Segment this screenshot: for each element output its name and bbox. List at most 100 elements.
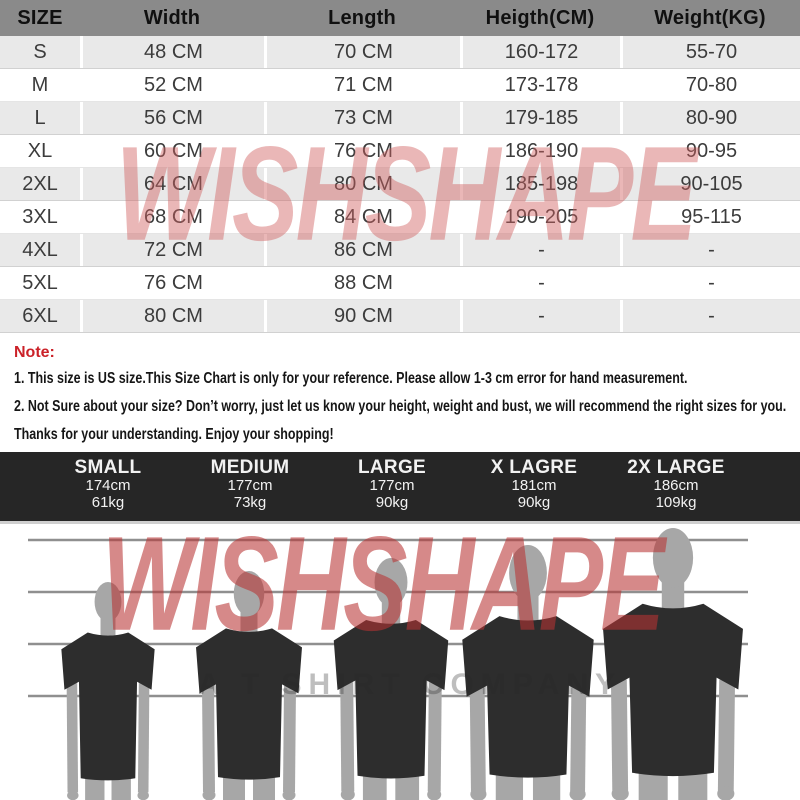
size-guide-height: 174cm — [85, 477, 131, 494]
table-cell: L — [34, 106, 46, 129]
table-cell: M — [31, 73, 49, 96]
size-guide-entry: SMALL 174cm 61kg — [37, 452, 179, 521]
t-shirt-shape — [462, 616, 594, 778]
note-line-1: 1. This size is US size.This Size Chart … — [14, 370, 688, 387]
note-label: Note: — [14, 344, 55, 361]
table-cell: 56 CM — [80, 102, 264, 134]
table-row: 5XL 76 CM 88 CM - - — [0, 267, 800, 300]
table-cell: S — [33, 40, 47, 63]
table-cell: 160-172 — [460, 36, 620, 68]
model-lineup — [28, 528, 748, 800]
table-cell: 80 CM — [264, 168, 460, 200]
table-cell: 73 CM — [264, 102, 460, 134]
table-cell: 2XL — [22, 172, 58, 195]
size-guide-name: X LAGRE — [490, 457, 578, 478]
table-cell: 185-198 — [460, 168, 620, 200]
table-cell: 76 CM — [264, 135, 460, 167]
table-cell: 186-190 — [460, 135, 620, 167]
table-cell: 3XL — [22, 205, 58, 228]
size-guide-entry: 2X LARGE 186cm 109kg — [605, 452, 747, 521]
table-row: 4XL 72 CM 86 CM - - — [0, 234, 800, 267]
table-cell: - — [460, 234, 620, 266]
model-silhouette — [603, 528, 743, 800]
table-cell: 48 CM — [80, 36, 264, 68]
size-guide-entry: MEDIUM 177cm 73kg — [179, 452, 321, 521]
table-cell: 80-90 — [620, 102, 800, 134]
size-guide-name: 2X LARGE — [627, 457, 725, 478]
table-cell: 52 CM — [80, 69, 264, 101]
table-cell: 86 CM — [264, 234, 460, 266]
size-guide-height: 181cm — [511, 477, 557, 494]
table-row: L 56 CM 73 CM 179-185 80-90 — [0, 102, 800, 135]
table-row: 2XL 64 CM 80 CM 185-198 90-105 — [0, 168, 800, 201]
table-cell: - — [620, 234, 800, 266]
size-guide-weight: 61kg — [91, 493, 125, 511]
t-shirt-shape — [196, 628, 302, 780]
table-row: M 52 CM 71 CM 173-178 70-80 — [0, 69, 800, 102]
table-cell: 173-178 — [460, 69, 620, 101]
column-header: Heigth(CM) — [485, 6, 595, 29]
size-guide-entry: LARGE 177cm 90kg — [321, 452, 463, 521]
t-shirt-shape — [333, 619, 449, 779]
table-cell: - — [620, 267, 800, 299]
note-section: Note: 1. This size is US size.This Size … — [14, 344, 800, 453]
table-cell: 68 CM — [80, 201, 264, 233]
size-guide-entry: X LAGRE 181cm 90kg — [463, 452, 605, 521]
table-cell: XL — [27, 139, 53, 162]
table-cell: 90-95 — [620, 135, 800, 167]
table-cell: - — [620, 300, 800, 332]
table-cell: 179-185 — [460, 102, 620, 134]
note-line-3: Thanks for your understanding. Enjoy you… — [14, 426, 334, 443]
model-silhouette — [61, 582, 155, 800]
size-table-body: S 48 CM 70 CM 160-172 55-70 M 52 CM 71 CM 173-17… — [0, 36, 800, 333]
table-row: S 48 CM 70 CM 160-172 55-70 — [0, 36, 800, 69]
table-cell: 70 CM — [264, 36, 460, 68]
t-shirt-shape — [61, 632, 155, 781]
column-header: Length — [328, 6, 396, 29]
size-guide-height: 177cm — [227, 477, 273, 494]
column-header: SIZE — [17, 6, 63, 29]
table-cell: 80 CM — [80, 300, 264, 332]
size-guide-weight: 109kg — [655, 493, 697, 511]
table-row: 3XL 68 CM 84 CM 190-205 95-115 — [0, 201, 800, 234]
table-cell: 72 CM — [80, 234, 264, 266]
table-cell: 76 CM — [80, 267, 264, 299]
model-silhouette — [462, 545, 594, 800]
size-table-header-row: SIZE Width Length Heigth(CM) Weight(KG) — [0, 0, 800, 36]
t-shirt-shape — [603, 603, 743, 777]
size-guide-name: SMALL — [74, 457, 142, 478]
size-table: SIZE Width Length Heigth(CM) Weight(KG) S 48 … — [0, 0, 800, 333]
table-cell: 4XL — [22, 238, 58, 261]
table-cell: 6XL — [22, 304, 58, 327]
table-row: 6XL 80 CM 90 CM - - — [0, 300, 800, 333]
table-row: XL 60 CM 76 CM 186-190 90-95 — [0, 135, 800, 168]
table-cell: 5XL — [22, 271, 58, 294]
column-header: Weight(KG) — [654, 6, 766, 29]
column-header: Width — [143, 6, 201, 29]
table-cell: 90-105 — [620, 168, 800, 200]
note-line-2: 2. Not Sure about your size? Don’t worry… — [14, 398, 787, 415]
size-guide-weight: 73kg — [233, 493, 267, 511]
table-cell: 70-80 — [620, 69, 800, 101]
size-guide-name: LARGE — [358, 457, 426, 478]
model-silhouette — [196, 571, 302, 800]
table-cell: 71 CM — [264, 69, 460, 101]
model-silhouette — [333, 558, 449, 800]
size-guide-name: MEDIUM — [210, 457, 290, 478]
table-cell: 84 CM — [264, 201, 460, 233]
table-cell: 60 CM — [80, 135, 264, 167]
table-cell: 90 CM — [264, 300, 460, 332]
size-guide-weight: 90kg — [375, 493, 409, 511]
size-guide-weight: 90kg — [517, 493, 551, 511]
table-cell: 64 CM — [80, 168, 264, 200]
size-guide-height: 177cm — [369, 477, 415, 494]
table-cell: - — [460, 300, 620, 332]
size-guide-bar: SMALL 174cm 61kg MEDIUM 177cm 73kg LARGE 177cm 9… — [0, 452, 800, 524]
table-cell: 190-205 — [460, 201, 620, 233]
size-guide-height: 186cm — [653, 477, 699, 494]
table-cell: 55-70 — [620, 36, 800, 68]
table-cell: - — [460, 267, 620, 299]
table-cell: 95-115 — [620, 201, 800, 233]
table-cell: 88 CM — [264, 267, 460, 299]
